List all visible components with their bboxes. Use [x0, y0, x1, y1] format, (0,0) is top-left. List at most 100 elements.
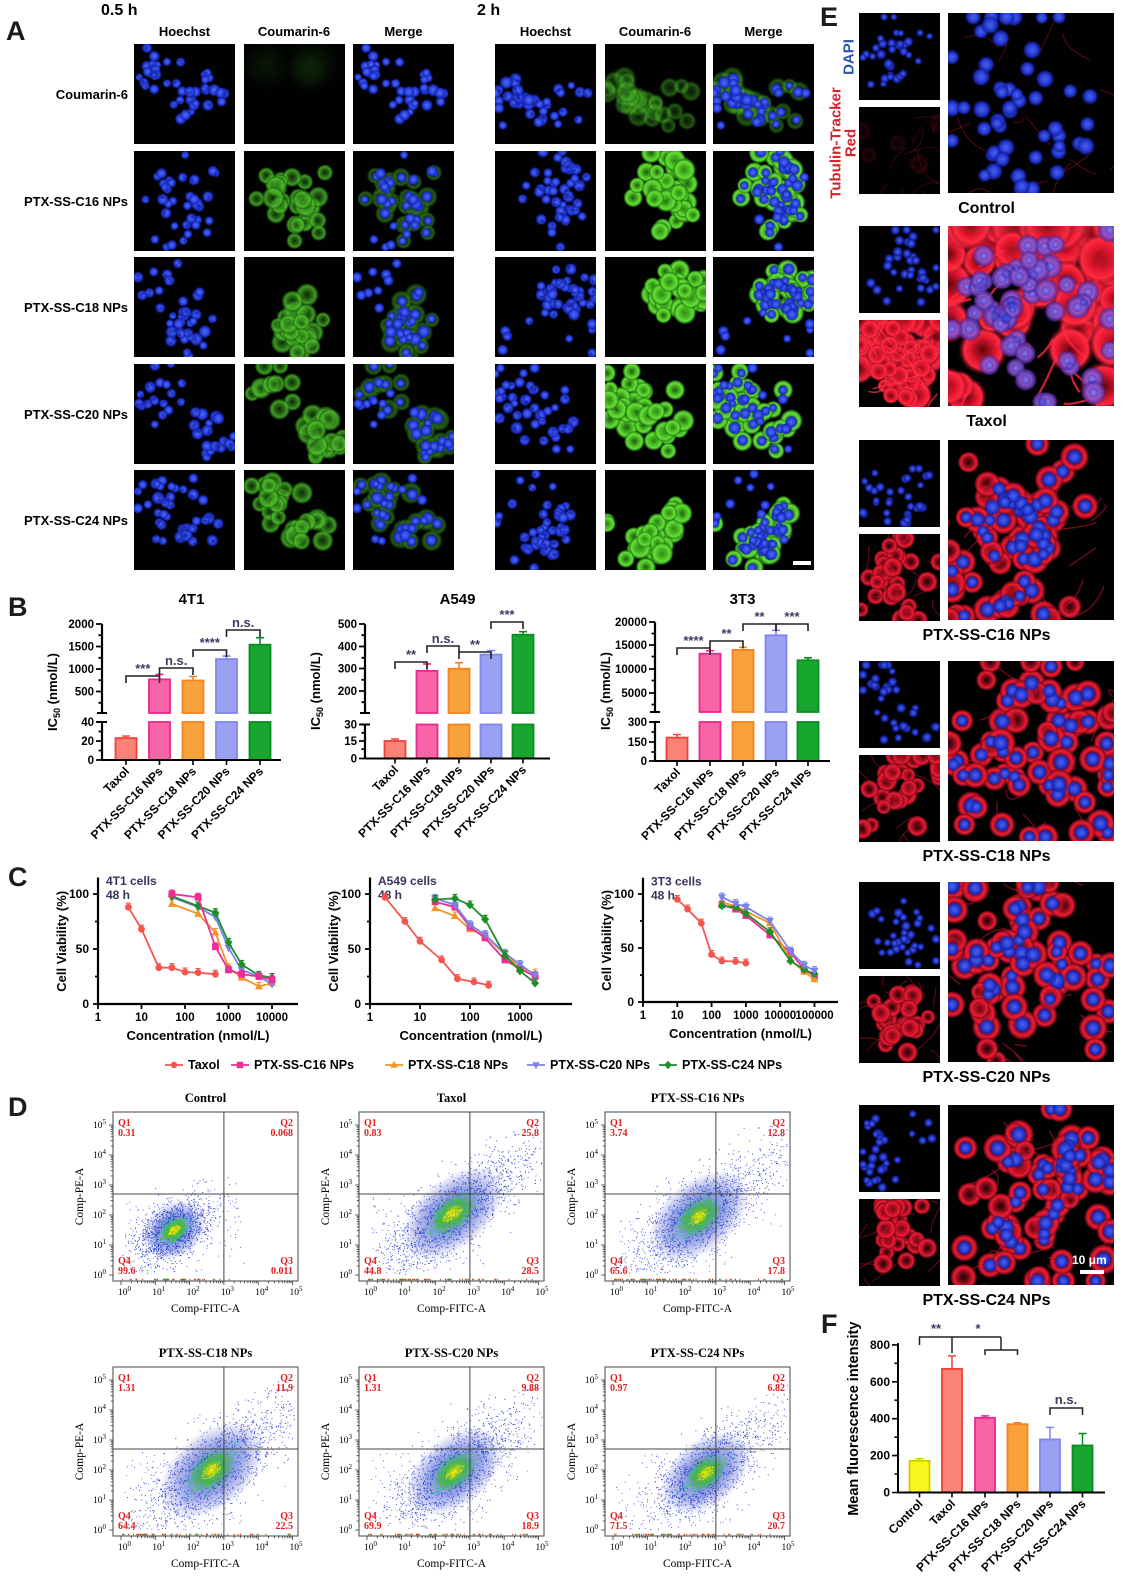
svg-text:Control: Control — [886, 1497, 926, 1537]
svg-text:104: 104 — [501, 1285, 515, 1298]
svg-text:Comp-FITC-A: Comp-FITC-A — [663, 1303, 733, 1315]
svg-text:200: 200 — [338, 686, 357, 698]
svg-text:100: 100 — [585, 1523, 599, 1536]
svg-text:104: 104 — [255, 1285, 269, 1298]
svg-text:103: 103 — [467, 1285, 481, 1298]
svg-text:105: 105 — [93, 1118, 107, 1131]
svg-text:PTX-SS-C20 NPs: PTX-SS-C20 NPs — [550, 1058, 650, 1072]
svg-text:50: 50 — [621, 941, 635, 955]
svg-text:102: 102 — [585, 1463, 599, 1476]
svg-text:100: 100 — [364, 1285, 378, 1298]
svg-text:1: 1 — [367, 1012, 374, 1024]
svg-text:101: 101 — [398, 1285, 412, 1298]
svg-text:Control: Control — [185, 1091, 227, 1105]
svg-text:n.s.: n.s. — [432, 631, 454, 646]
svg-text:102: 102 — [339, 1208, 353, 1221]
svg-text:300: 300 — [338, 664, 357, 676]
svg-text:Comp-PE-A: Comp-PE-A — [74, 1167, 86, 1225]
svg-text:10: 10 — [135, 1012, 148, 1024]
svg-text:**: ** — [931, 1321, 942, 1336]
svg-text:PTX-SS-C18 NPs: PTX-SS-C18 NPs — [408, 1058, 508, 1072]
svg-text:**: ** — [406, 647, 417, 662]
svg-text:100: 100 — [610, 1540, 624, 1553]
svg-text:0: 0 — [883, 1486, 890, 1500]
svg-text:10000: 10000 — [256, 1012, 288, 1024]
svg-text:15: 15 — [344, 736, 357, 748]
svg-text:0: 0 — [641, 756, 647, 768]
svg-text:IC50 (nmol/L): IC50 (nmol/L) — [308, 652, 325, 730]
svg-text:104: 104 — [255, 1540, 269, 1553]
svg-text:100: 100 — [118, 1540, 132, 1553]
svg-text:10: 10 — [414, 1012, 427, 1024]
svg-text:101: 101 — [644, 1540, 658, 1553]
svg-text:A549: A549 — [440, 591, 476, 608]
svg-text:Comp-FITC-A: Comp-FITC-A — [417, 1558, 487, 1570]
svg-text:5000: 5000 — [621, 688, 647, 700]
svg-text:500: 500 — [75, 687, 94, 699]
svg-text:103: 103 — [221, 1285, 235, 1298]
svg-text:0: 0 — [88, 755, 94, 767]
svg-text:50: 50 — [76, 942, 90, 956]
svg-text:***: *** — [499, 607, 515, 622]
svg-text:1500: 1500 — [68, 642, 94, 654]
svg-text:1000: 1000 — [68, 664, 94, 676]
svg-text:15000: 15000 — [615, 640, 647, 652]
svg-text:101: 101 — [93, 1238, 107, 1251]
svg-text:103: 103 — [585, 1433, 599, 1446]
svg-text:Comp-PE-A: Comp-PE-A — [74, 1422, 86, 1480]
svg-text:1: 1 — [640, 1010, 647, 1022]
svg-text:Concentration (nmol/L): Concentration (nmol/L) — [400, 1028, 543, 1043]
svg-text:PTX-SS-C16 NPs: PTX-SS-C16 NPs — [254, 1058, 354, 1072]
svg-text:105: 105 — [585, 1373, 599, 1386]
svg-text:Taxol: Taxol — [437, 1091, 467, 1105]
svg-text:101: 101 — [152, 1285, 166, 1298]
svg-text:103: 103 — [93, 1178, 107, 1191]
svg-text:102: 102 — [433, 1285, 447, 1298]
svg-text:102: 102 — [433, 1540, 447, 1553]
svg-text:103: 103 — [467, 1540, 481, 1553]
svg-text:100: 100 — [339, 1523, 353, 1536]
svg-text:600: 600 — [870, 1375, 890, 1389]
svg-text:Mean fluorescence intensity: Mean fluorescence intensity — [846, 1322, 862, 1516]
svg-text:101: 101 — [152, 1540, 166, 1553]
svg-text:102: 102 — [679, 1540, 693, 1553]
svg-text:104: 104 — [747, 1285, 761, 1298]
svg-text:n.s.: n.s. — [232, 615, 254, 630]
svg-text:PTX-SS-C24 NPs: PTX-SS-C24 NPs — [651, 1346, 745, 1360]
svg-text:*: * — [975, 1321, 981, 1336]
svg-text:0: 0 — [627, 995, 634, 1009]
svg-text:PTX-SS-C24 NPs: PTX-SS-C24 NPs — [682, 1058, 782, 1072]
svg-text:400: 400 — [338, 642, 357, 654]
svg-text:105: 105 — [339, 1118, 353, 1131]
svg-text:105: 105 — [339, 1373, 353, 1386]
svg-text:150: 150 — [628, 737, 647, 749]
svg-text:Comp-FITC-A: Comp-FITC-A — [171, 1558, 241, 1570]
svg-text:104: 104 — [93, 1148, 107, 1161]
svg-text:10000: 10000 — [764, 1010, 796, 1022]
svg-text:n.s.: n.s. — [165, 653, 187, 668]
svg-text:100: 100 — [93, 1268, 107, 1281]
svg-text:103: 103 — [93, 1433, 107, 1446]
svg-text:300: 300 — [628, 717, 647, 729]
svg-text:Comp-PE-A: Comp-PE-A — [566, 1422, 578, 1480]
svg-text:100000: 100000 — [795, 1010, 833, 1022]
svg-text:Taxol: Taxol — [188, 1058, 220, 1072]
svg-text:Concentration (nmol/L): Concentration (nmol/L) — [127, 1028, 270, 1043]
svg-text:400: 400 — [870, 1412, 890, 1426]
svg-text:Comp-PE-A: Comp-PE-A — [320, 1422, 332, 1480]
svg-text:101: 101 — [585, 1493, 599, 1506]
svg-text:****: **** — [200, 635, 221, 650]
svg-text:103: 103 — [713, 1285, 727, 1298]
svg-text:PTX-SS-C18 NPs: PTX-SS-C18 NPs — [159, 1346, 253, 1360]
svg-text:50: 50 — [348, 942, 362, 956]
svg-text:100: 100 — [175, 1012, 194, 1024]
svg-text:Cell Viability (%): Cell Viability (%) — [599, 890, 614, 991]
svg-text:105: 105 — [290, 1540, 304, 1553]
svg-text:****: **** — [683, 633, 704, 648]
svg-text:40: 40 — [81, 717, 94, 729]
